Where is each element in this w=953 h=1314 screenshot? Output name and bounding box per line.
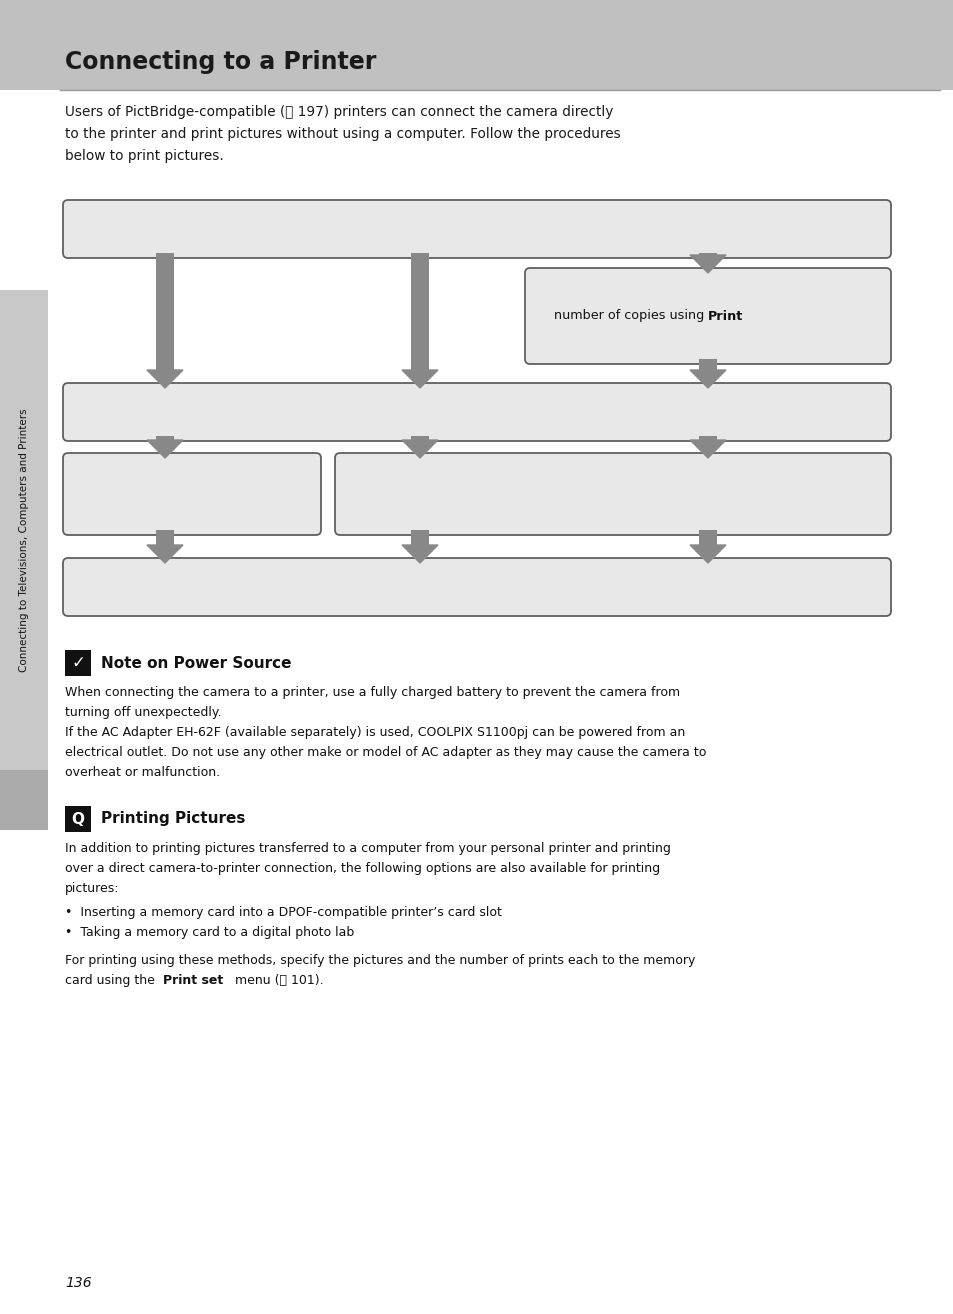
FancyBboxPatch shape [63, 558, 890, 616]
FancyBboxPatch shape [699, 359, 717, 371]
Text: turning off unexpectedly.: turning off unexpectedly. [65, 706, 221, 719]
FancyBboxPatch shape [156, 530, 173, 545]
Text: number of copies using: number of copies using [553, 310, 707, 322]
Text: Printing Pictures: Printing Pictures [101, 812, 245, 827]
Text: Print set: Print set [163, 974, 223, 987]
Text: to the printer and print pictures without using a computer. Follow the procedure: to the printer and print pictures withou… [65, 127, 620, 141]
Text: pictures:: pictures: [65, 882, 119, 895]
FancyBboxPatch shape [411, 530, 429, 545]
Text: Connect to printer (⧉ 137): Connect to printer (⧉ 137) [376, 405, 577, 419]
Text: card using the: card using the [65, 974, 159, 987]
Text: If the AC Adapter EH-62F (available separately) is used, COOLPIX S1100pj can be : If the AC Adapter EH-62F (available sepa… [65, 727, 684, 738]
Text: number of copies using  Print: number of copies using Print [612, 310, 802, 322]
Text: 136: 136 [65, 1276, 91, 1290]
Text: •  Taking a memory card to a digital photo lab: • Taking a memory card to a digital phot… [65, 926, 354, 940]
Text: Select pictures for printing and: Select pictures for printing and [608, 293, 806, 306]
FancyBboxPatch shape [63, 200, 890, 258]
Polygon shape [689, 545, 725, 562]
FancyBboxPatch shape [411, 254, 429, 371]
Text: •  Inserting a memory card into a DPOF-compatible printer’s card slot: • Inserting a memory card into a DPOF-co… [65, 905, 501, 918]
FancyBboxPatch shape [699, 530, 717, 545]
Text: menu (⧉ 101).: menu (⧉ 101). [231, 974, 323, 987]
Text: In addition to printing pictures transferred to a computer from your personal pr: In addition to printing pictures transfe… [65, 842, 670, 855]
Text: Print: Print [707, 310, 742, 322]
Text: Print multiple pictures (⧉ 139): Print multiple pictures (⧉ 139) [503, 486, 721, 502]
FancyBboxPatch shape [699, 254, 717, 255]
Text: electrical outlet. Do not use any other make or model of AC adapter as they may : electrical outlet. Do not use any other … [65, 746, 705, 759]
Text: Print pictures one at a: Print pictures one at a [118, 478, 266, 491]
Text: Note on Power Source: Note on Power Source [101, 656, 292, 670]
Text: time (⧉ 138): time (⧉ 138) [151, 497, 233, 509]
Text: ✓: ✓ [71, 654, 85, 671]
Text: Q: Q [71, 812, 85, 827]
Text: Take pictures: Take pictures [426, 222, 527, 237]
FancyBboxPatch shape [156, 254, 173, 371]
FancyBboxPatch shape [0, 290, 48, 781]
Polygon shape [147, 440, 183, 459]
FancyBboxPatch shape [0, 0, 953, 89]
Text: set option (⧉ 101): set option (⧉ 101) [650, 326, 764, 339]
FancyBboxPatch shape [65, 650, 91, 675]
Polygon shape [401, 545, 437, 562]
Text: When connecting the camera to a printer, use a fully charged battery to prevent : When connecting the camera to a printer,… [65, 686, 679, 699]
Polygon shape [401, 440, 437, 459]
Text: For printing using these methods, specify the pictures and the number of prints : For printing using these methods, specif… [65, 954, 695, 967]
FancyBboxPatch shape [156, 436, 173, 440]
Polygon shape [689, 255, 725, 273]
Polygon shape [689, 440, 725, 459]
FancyBboxPatch shape [63, 453, 320, 535]
Text: When printing is complete, turn the camera off and disconnect USB cable: When printing is complete, turn the came… [221, 579, 732, 594]
Polygon shape [147, 545, 183, 562]
Text: overheat or malfunction.: overheat or malfunction. [65, 766, 220, 779]
Text: Connecting to a Printer: Connecting to a Printer [65, 50, 376, 74]
FancyBboxPatch shape [524, 268, 890, 364]
FancyBboxPatch shape [0, 770, 48, 830]
FancyBboxPatch shape [335, 453, 890, 535]
Text: Users of PictBridge-compatible (⧉ 197) printers can connect the camera directly: Users of PictBridge-compatible (⧉ 197) p… [65, 105, 613, 120]
FancyBboxPatch shape [411, 436, 429, 440]
Polygon shape [689, 371, 725, 388]
FancyBboxPatch shape [699, 436, 717, 440]
FancyBboxPatch shape [63, 382, 890, 442]
Text: Connecting to Televisions, Computers and Printers: Connecting to Televisions, Computers and… [19, 409, 29, 671]
Polygon shape [401, 371, 437, 388]
FancyBboxPatch shape [65, 805, 91, 832]
Text: over a direct camera-to-printer connection, the following options are also avail: over a direct camera-to-printer connecti… [65, 862, 659, 875]
Text: below to print pictures.: below to print pictures. [65, 148, 224, 163]
Polygon shape [147, 371, 183, 388]
